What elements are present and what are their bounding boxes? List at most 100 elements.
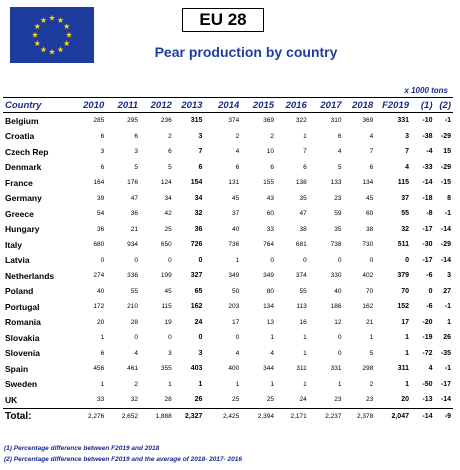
table-row: Denmark 6 5 5 6 6 6 6 5 6 4 -33 -29: [3, 160, 453, 176]
table-row: Italy 680 934 650 726 736 764 681 738 730 511 -30 -2…: [3, 237, 453, 253]
column-header: 2017: [308, 97, 344, 113]
table-cell: 456: [93, 365, 105, 373]
table-cell: 40: [334, 287, 342, 295]
table-cell: 0: [134, 334, 139, 342]
table-cell: 34: [164, 194, 172, 202]
column-header: Country: [3, 97, 73, 113]
table-cell: 50: [232, 287, 240, 295]
country-name: UK: [5, 394, 18, 405]
table-cell: 8: [447, 194, 451, 202]
page-title: Pear production by country: [154, 44, 338, 60]
table-cell: 3: [168, 349, 172, 357]
table-cell: 55: [299, 287, 307, 295]
production-table: Country 2010 2011 2012 2013 2014 2015 2016 2017 2…: [3, 97, 453, 425]
table-cell: 6: [369, 163, 374, 171]
table-cell: -30: [422, 241, 433, 249]
table-row: Portugal 172 210 115 162 203 134 113 186 162 152 -6…: [3, 299, 453, 315]
table-cell: -20: [422, 318, 433, 326]
table-cell: 295: [127, 117, 139, 125]
table-row: Hungary 36 21 25 36 40 33 38 35 38 32 -17 -14: [3, 222, 453, 238]
table-cell: 59: [334, 210, 342, 218]
table-cell: 5: [134, 163, 139, 171]
table-cell: 330: [330, 272, 342, 280]
table-cell: 2: [235, 132, 240, 140]
table-cell: -1: [444, 117, 451, 125]
table-cell: 199: [160, 272, 172, 280]
table-cell: 23: [334, 194, 342, 202]
column-header: (1): [411, 97, 435, 113]
table-cell: 164: [93, 179, 105, 187]
table-cell: 1: [405, 349, 409, 357]
table-cell: 176: [127, 179, 139, 187]
total-cell: 2,378: [343, 407, 376, 425]
table-cell: 42: [164, 210, 172, 218]
table-cell: 80: [266, 287, 275, 295]
table-cell: 0: [303, 256, 307, 264]
table-cell: 327: [190, 272, 203, 280]
units-label: x 1000 tons: [404, 86, 448, 95]
country-name: Belgium: [5, 115, 39, 126]
table-cell: 38: [365, 225, 374, 233]
column-header: 2013: [173, 97, 205, 113]
table-row: Croatia 6 6 2 3 2 2 1 6 4 3 -38 -29: [3, 129, 453, 145]
star-icon: [34, 23, 41, 30]
table-cell: 403: [190, 365, 203, 373]
table-cell: 1: [168, 380, 172, 388]
country-name: Poland: [5, 286, 34, 297]
table-cell: 115: [161, 303, 172, 311]
column-header: (2): [434, 97, 453, 113]
table-cell: 1: [270, 380, 275, 388]
table-cell: 131: [228, 179, 240, 187]
star-icon: [63, 40, 70, 47]
table-cell: 6: [198, 163, 203, 171]
table-cell: 736: [228, 241, 240, 249]
table-row: Slovakia 1 0 0 0 0 1 1 0 1 1 -19 26: [3, 330, 453, 346]
total-cell: 2,425: [204, 407, 242, 425]
table-cell: 369: [362, 117, 374, 125]
table-cell: 35: [299, 194, 307, 202]
table-row: Poland 40 55 45 65 50 80 55 40 70 70 0 27: [3, 284, 453, 300]
table-cell: 25: [164, 225, 172, 233]
table-cell: 4: [235, 349, 240, 357]
star-icon: [34, 40, 41, 47]
country-name: Latvia: [5, 255, 30, 266]
table-cell: 47: [299, 210, 307, 218]
table-cell: 26: [443, 334, 451, 342]
country-name: Czech Rep: [5, 146, 49, 157]
table-cell: 133: [330, 179, 342, 187]
table-cell: 311: [397, 365, 409, 373]
table-cell: 331: [397, 117, 409, 125]
total-label: Total:: [3, 407, 73, 425]
table-cell: 4: [428, 365, 433, 373]
total-cell: 2,652: [106, 407, 141, 425]
table-cell: 6: [303, 163, 307, 171]
table-cell: 0: [405, 256, 409, 264]
table-cell: 0: [235, 334, 240, 342]
table-cell: 19: [164, 318, 172, 326]
table-cell: 7: [303, 148, 307, 156]
table-cell: 0: [428, 287, 433, 295]
table-cell: 70: [401, 287, 409, 295]
country-name: Germany: [5, 193, 42, 204]
table-cell: 0: [168, 334, 172, 342]
table-cell: 511: [397, 241, 409, 249]
table-cell: 47: [130, 194, 139, 202]
table-cell: 40: [97, 287, 105, 295]
country-name: Denmark: [5, 162, 42, 173]
table-cell: 4: [134, 349, 139, 357]
table-cell: 33: [97, 396, 105, 404]
table-cell: 1: [405, 334, 409, 342]
table-cell: -17: [422, 256, 433, 264]
table-cell: -29: [440, 163, 451, 171]
table-cell: 23: [365, 396, 374, 404]
table-cell: 1: [303, 380, 307, 388]
table-cell: 5: [369, 349, 374, 357]
table-cell: 4: [337, 148, 342, 156]
table-cell: 20: [97, 318, 105, 326]
column-header: 2016: [276, 97, 309, 113]
table-cell: -50: [422, 380, 433, 388]
table-cell: -6: [426, 272, 433, 280]
table-row: Czech Rep 3 3 6 7 4 10 7 4 7 7 -4 15: [3, 144, 453, 160]
table-cell: 28: [164, 396, 172, 404]
table-cell: 0: [134, 256, 139, 264]
